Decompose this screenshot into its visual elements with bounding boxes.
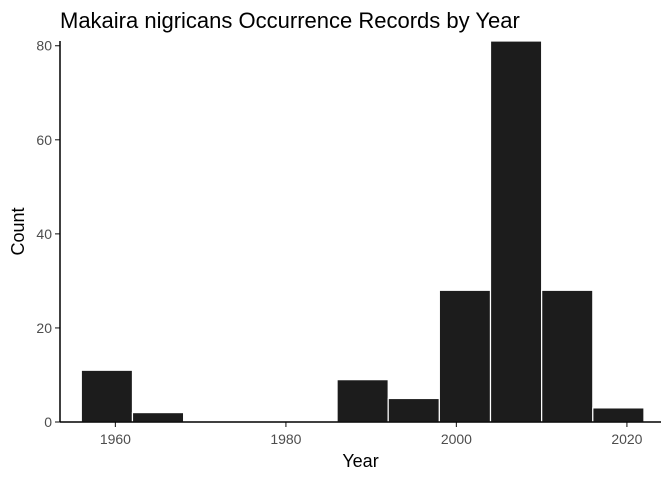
bar-1992-1998 (387, 397, 440, 423)
bar-2004-2010 (489, 40, 543, 423)
bar-1962-1968 (131, 411, 185, 423)
x-axis-title: Year (342, 451, 378, 471)
y-tick-label-0: 0 (44, 414, 52, 430)
x-tick-label-2000: 2000 (441, 431, 472, 447)
x-tick-label-1980: 1980 (270, 431, 301, 447)
bars-group (80, 40, 645, 423)
bar-1986-1992 (336, 379, 389, 423)
y-tick-label-40: 40 (36, 226, 52, 242)
bar-1998-2004 (438, 289, 492, 423)
y-tick-label-60: 60 (36, 132, 52, 148)
x-tick-label-2020: 2020 (611, 431, 642, 447)
y-tick-label-20: 20 (36, 320, 52, 336)
y-axis-title: Count (8, 207, 28, 255)
bar-2010-2016 (541, 289, 594, 423)
chart-title: Makaira nigricans Occurrence Records by … (60, 8, 520, 33)
bar-2016-2022 (592, 407, 645, 423)
ticks-group: 1960 1980 2000 2020 0 20 40 60 80 (36, 38, 642, 447)
y-tick-label-80: 80 (36, 38, 52, 54)
bar-1956-1962 (80, 369, 134, 423)
x-tick-label-1960: 1960 (100, 431, 131, 447)
